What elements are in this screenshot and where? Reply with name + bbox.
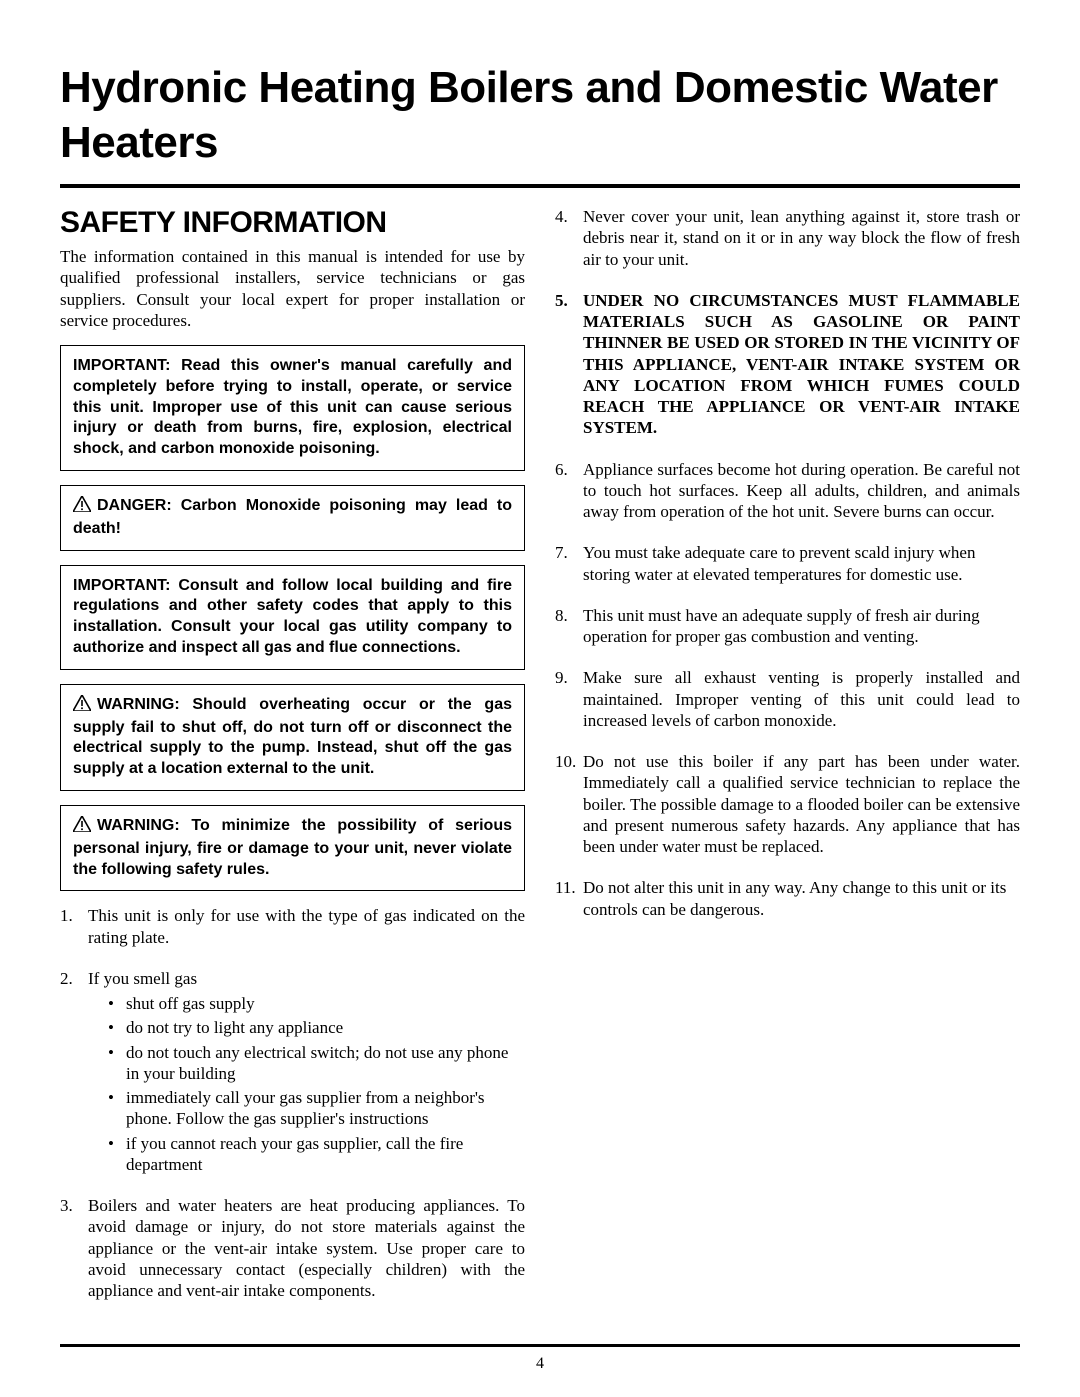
list-item: Make sure all exhaust venting is properl… (555, 667, 1020, 731)
list-item: If you smell gas shut off gas supply do … (60, 968, 525, 1175)
callout-important-consult: IMPORTANT: Consult and follow local buil… (60, 565, 525, 670)
list-item: Boilers and water heaters are heat produ… (60, 1195, 525, 1301)
callout-danger: DANGER: Carbon Monoxide poisoning may le… (60, 485, 525, 551)
callout-warning-overheat: WARNING: Should overheating occur or the… (60, 684, 525, 791)
section-heading: SAFETY INFORMATION (60, 206, 525, 240)
list-item: UNDER NO CIRCUMSTANCES MUST FLAMMABLE MA… (555, 290, 1020, 439)
list-item: You must take adequate care to prevent s… (555, 542, 1020, 585)
callout-lead: IMPORTANT: (73, 577, 170, 594)
warning-icon (73, 496, 91, 519)
content-columns: SAFETY INFORMATION The information conta… (60, 206, 1020, 1321)
callout-warning-rules: WARNING: To minimize the possibility of … (60, 805, 525, 891)
list-item: Appliance surfaces become hot during ope… (555, 459, 1020, 523)
bullet-item: do not touch any electrical switch; do n… (108, 1042, 525, 1085)
warning-icon (73, 695, 91, 718)
footer-rule (60, 1344, 1020, 1347)
numbered-list-left: This unit is only for use with the type … (60, 905, 525, 1301)
callout-important-read: IMPORTANT: Read this owner's manual care… (60, 345, 525, 471)
right-column: Never cover your unit, lean anything aga… (555, 206, 1020, 1321)
numbered-list-right: Never cover your unit, lean anything aga… (555, 206, 1020, 920)
bullet-item: immediately call your gas supplier from … (108, 1087, 525, 1130)
warning-icon (73, 816, 91, 839)
bullet-list: shut off gas supply do not try to light … (88, 993, 525, 1175)
list-item: This unit must have an adequate supply o… (555, 605, 1020, 648)
list-item: Do not alter this unit in any way. Any c… (555, 877, 1020, 920)
callout-lead: IMPORTANT: (73, 357, 170, 374)
list-item: This unit is only for use with the type … (60, 905, 525, 948)
list-item: Do not use this boiler if any part has b… (555, 751, 1020, 857)
list-item: Never cover your unit, lean anything aga… (555, 206, 1020, 270)
list-item-lead: If you smell gas (88, 969, 197, 988)
bullet-item: do not try to light any appliance (108, 1017, 525, 1038)
callout-lead: DANGER (97, 497, 166, 514)
page-number: 4 (0, 1355, 1080, 1373)
page-title: Hydronic Heating Boilers and Domestic Wa… (60, 60, 1020, 188)
intro-paragraph: The information contained in this manual… (60, 246, 525, 331)
callout-lead: WARNING (97, 696, 174, 713)
left-column: SAFETY INFORMATION The information conta… (60, 206, 525, 1321)
bullet-item: shut off gas supply (108, 993, 525, 1014)
callout-lead: WARNING (97, 817, 174, 834)
bullet-item: if you cannot reach your gas supplier, c… (108, 1133, 525, 1176)
